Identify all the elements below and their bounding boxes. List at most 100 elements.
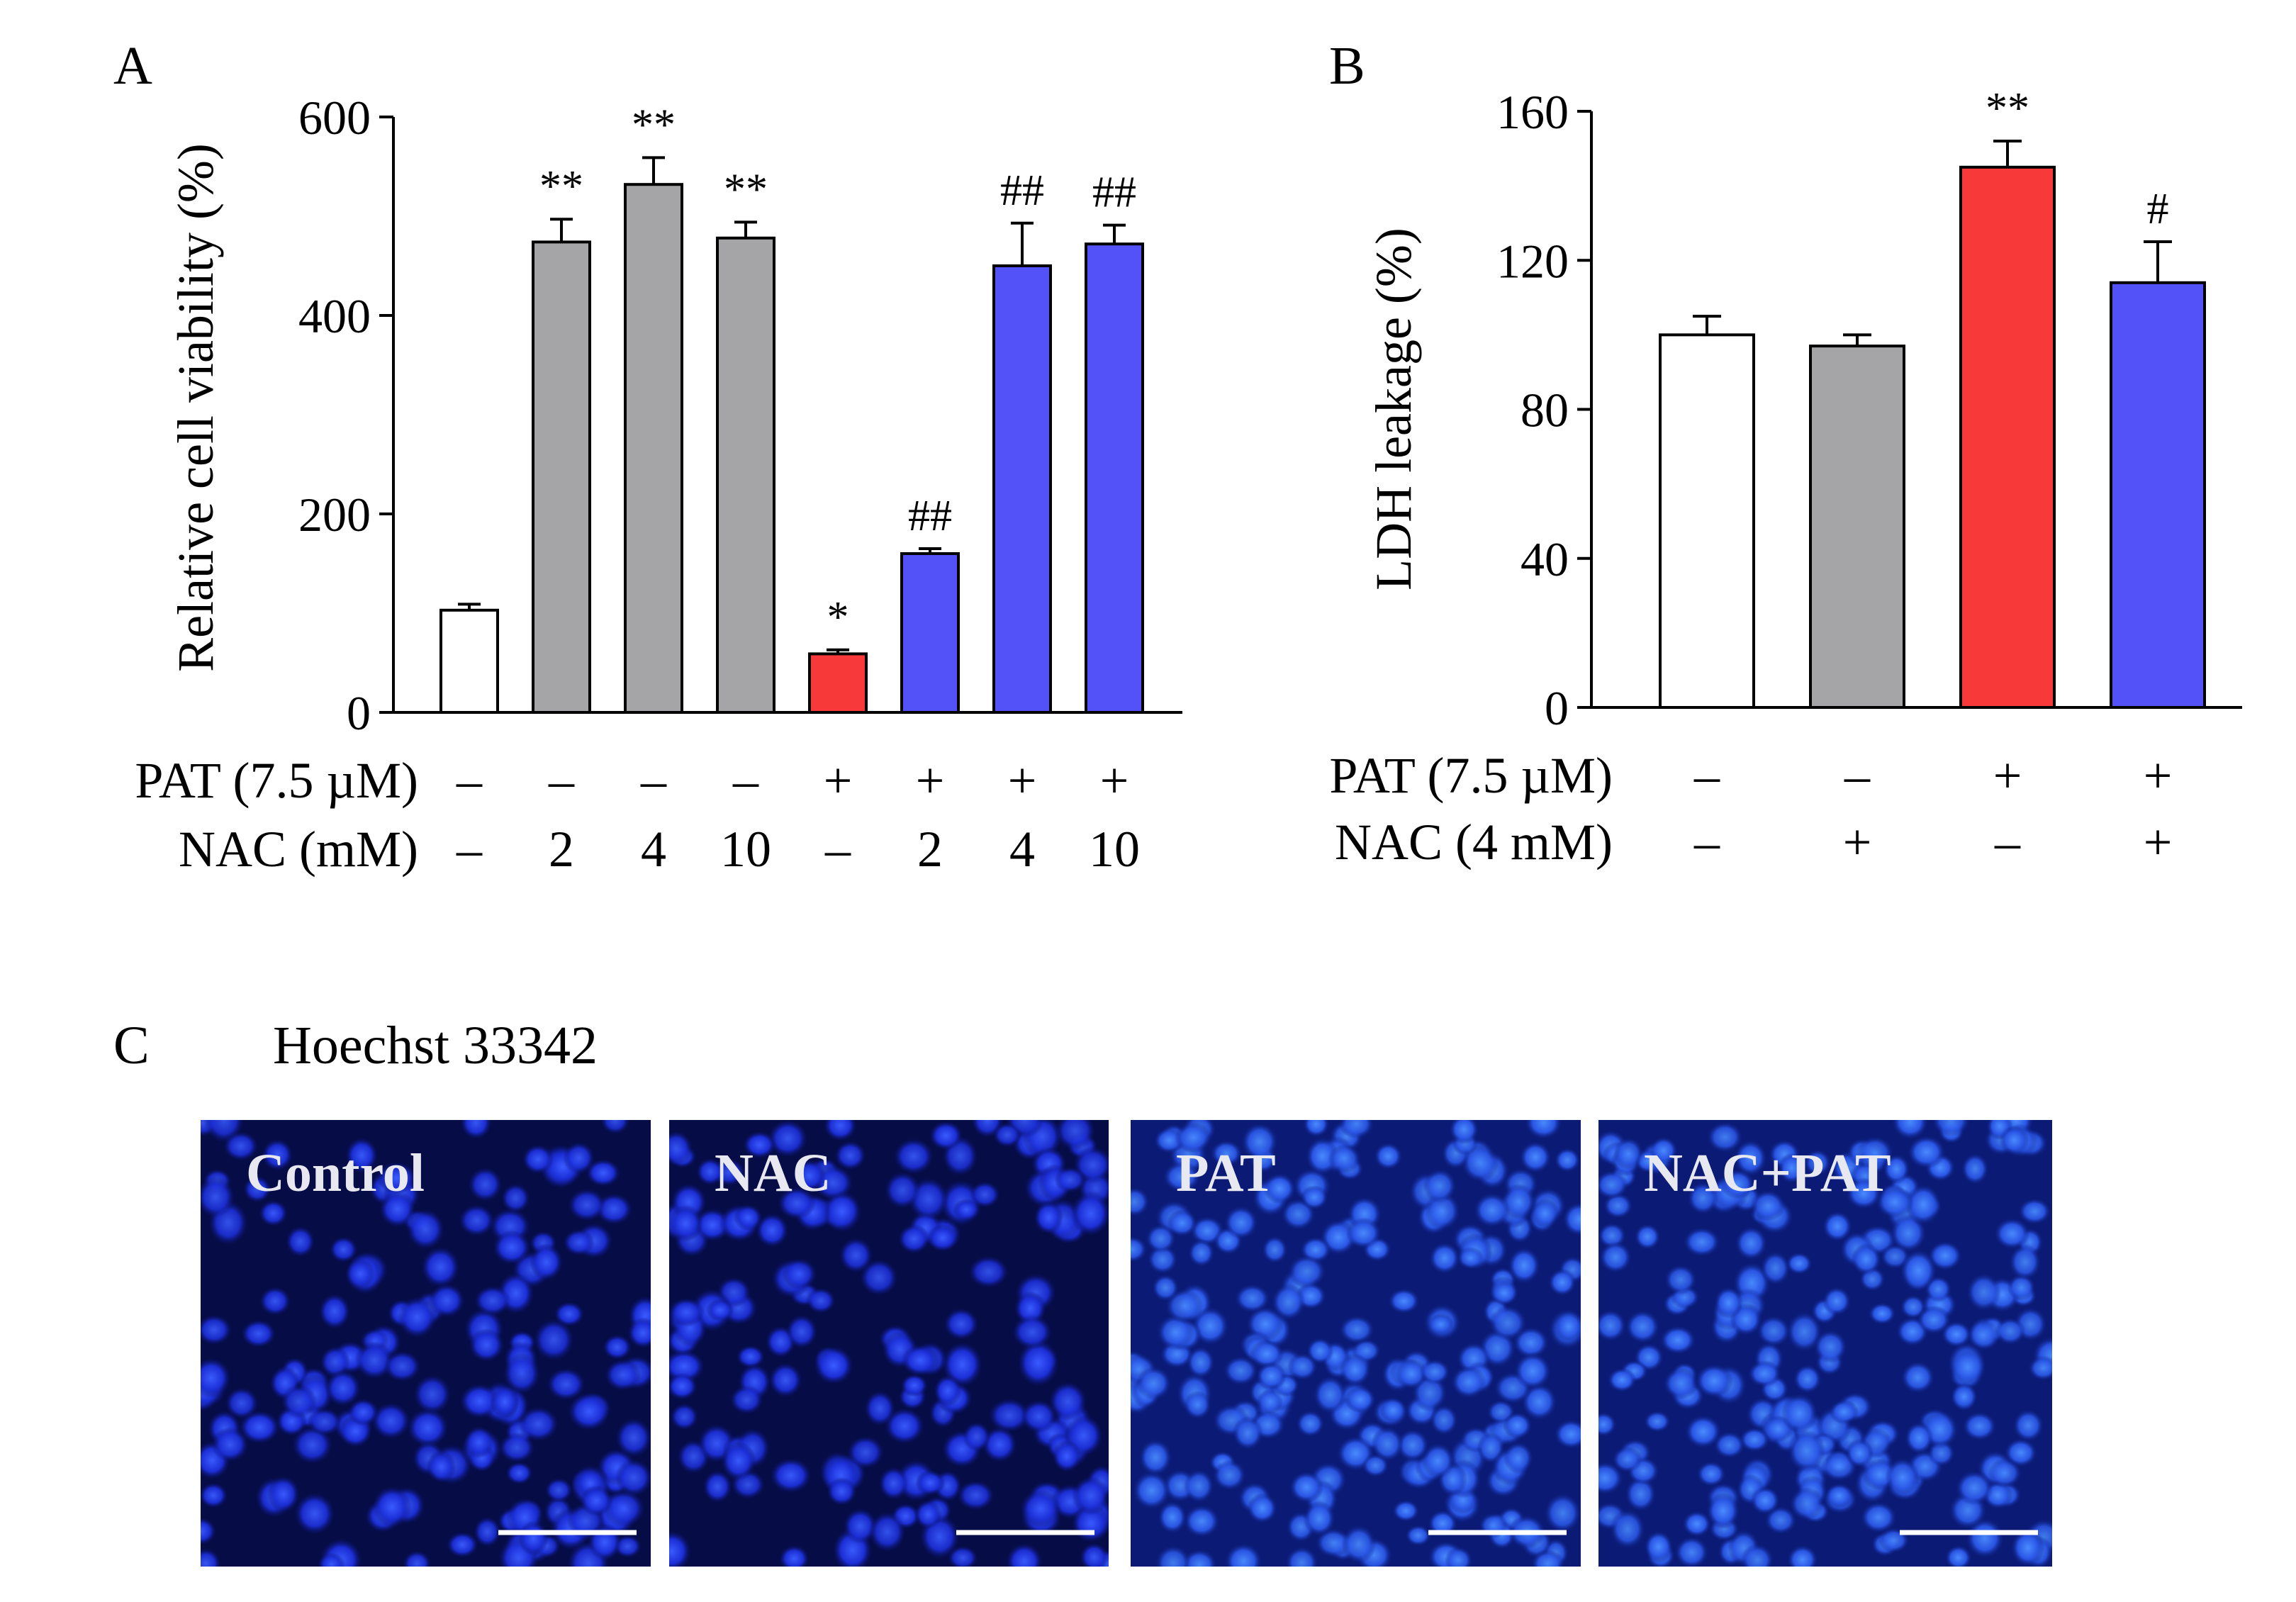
nucleus [1714, 1287, 1743, 1319]
nucleus [267, 1475, 300, 1513]
nucleus [943, 1308, 979, 1340]
nucleus [406, 1209, 445, 1250]
nucleus [1928, 1240, 1962, 1271]
significance-a-5: * [827, 593, 849, 642]
nucleus [241, 1319, 276, 1348]
microscopy-image-3: PAT [1131, 1120, 1581, 1567]
nucleus [1423, 1168, 1457, 1204]
nucleus [1682, 1511, 1712, 1537]
nucleus [223, 1131, 259, 1161]
nucleus [505, 1462, 533, 1485]
significance-a-4: ** [724, 165, 768, 213]
nucleus [755, 1213, 789, 1248]
nucleus [603, 1334, 632, 1360]
nucleus [345, 1258, 376, 1289]
nucleus [1255, 1362, 1287, 1391]
microscopy-panel: Control NAC PAT NAC+PAT [201, 1120, 2052, 1567]
nucleus [1845, 1438, 1874, 1468]
nucleus [1813, 1330, 1847, 1364]
nucleus [1781, 1393, 1818, 1433]
nucleus [1012, 1314, 1053, 1350]
nucleus [1345, 1217, 1382, 1249]
nucleus [1285, 1546, 1318, 1567]
nucleus [1052, 1440, 1082, 1472]
condition-value-a-1-7: + [1008, 752, 1037, 809]
condition-value-b-2-3: – [1994, 814, 2021, 870]
nucleus [1683, 1227, 1720, 1257]
nucleus [1241, 1122, 1278, 1161]
nucleus [530, 1243, 564, 1281]
nucleus [793, 1159, 827, 1192]
nucleus [696, 1158, 724, 1186]
nucleus [1430, 1404, 1458, 1436]
nucleus [822, 1190, 862, 1233]
nucleus [1713, 1431, 1745, 1459]
nucleus [1445, 1546, 1473, 1567]
nucleus [225, 1387, 259, 1420]
significance-b-3: ** [1986, 84, 2029, 133]
nucleus [1212, 1460, 1246, 1491]
nucleus [1739, 1427, 1770, 1452]
nucleus [1687, 1182, 1719, 1215]
nucleus [1696, 1461, 1726, 1487]
nucleus [1603, 1192, 1633, 1219]
nucleus [1764, 1506, 1797, 1535]
nucleus [785, 1314, 818, 1349]
nucleus [1392, 1499, 1420, 1522]
nucleus [291, 1425, 333, 1464]
nucleus [397, 1296, 437, 1338]
nucleus [1183, 1390, 1211, 1420]
nucleus [814, 1346, 853, 1385]
nucleus [868, 1511, 906, 1552]
nucleus [1080, 1542, 1109, 1567]
nucleus [413, 1374, 452, 1414]
nucleus [1388, 1288, 1420, 1314]
nucleus [554, 1301, 585, 1327]
bar-b-1 [1659, 333, 1755, 709]
nucleus [893, 1138, 934, 1175]
nucleus [1945, 1545, 1972, 1567]
nucleus [721, 1441, 756, 1481]
nucleus [1419, 1359, 1450, 1385]
nucleus [1962, 1411, 1997, 1441]
nucleus [834, 1141, 866, 1170]
condition-label-b-1: PAT (7.5 µM) [1329, 747, 1613, 804]
nucleus [201, 1548, 221, 1567]
nucleus [379, 1191, 416, 1228]
bar-a-2 [532, 240, 591, 714]
y-axis-label-b: LDH leakage (%) [1365, 228, 1422, 590]
nucleus [1789, 1486, 1825, 1520]
nucleus [1223, 1206, 1258, 1240]
nucleus [1892, 1120, 1929, 1140]
nucleus [1519, 1141, 1552, 1173]
condition-label-a-1: PAT (7.5 µM) [135, 752, 418, 809]
nucleus [1548, 1268, 1577, 1296]
nucleus [957, 1480, 995, 1511]
nucleus [926, 1223, 958, 1252]
condition-value-b-2-2: + [1843, 814, 1872, 870]
panel-a-label: A [113, 36, 152, 96]
nucleus [1740, 1543, 1774, 1567]
nucleus [586, 1159, 621, 1187]
nucleus [2028, 1355, 2052, 1381]
nucleus [1379, 1397, 1407, 1423]
nucleus [670, 1403, 699, 1430]
nucleus [469, 1328, 505, 1362]
nucleus [1599, 1241, 1633, 1274]
nucleus [1607, 1367, 1637, 1392]
nucleus [474, 1516, 501, 1547]
nucleus [1916, 1305, 1951, 1335]
nucleus [1706, 1121, 1743, 1153]
condition-value-a-1-3: – [640, 752, 667, 809]
nucleus [1133, 1471, 1171, 1510]
condition-value-a-1-5: + [824, 752, 853, 809]
nucleus [1020, 1399, 1058, 1433]
nucleus [294, 1492, 335, 1535]
nucleus [1224, 1543, 1262, 1567]
nucleus [615, 1459, 651, 1496]
y-tick-label-a: 400 [298, 289, 371, 343]
nucleus [615, 1418, 651, 1457]
nucleus [878, 1467, 909, 1501]
nucleus [428, 1283, 465, 1318]
nucleus [1625, 1477, 1657, 1512]
